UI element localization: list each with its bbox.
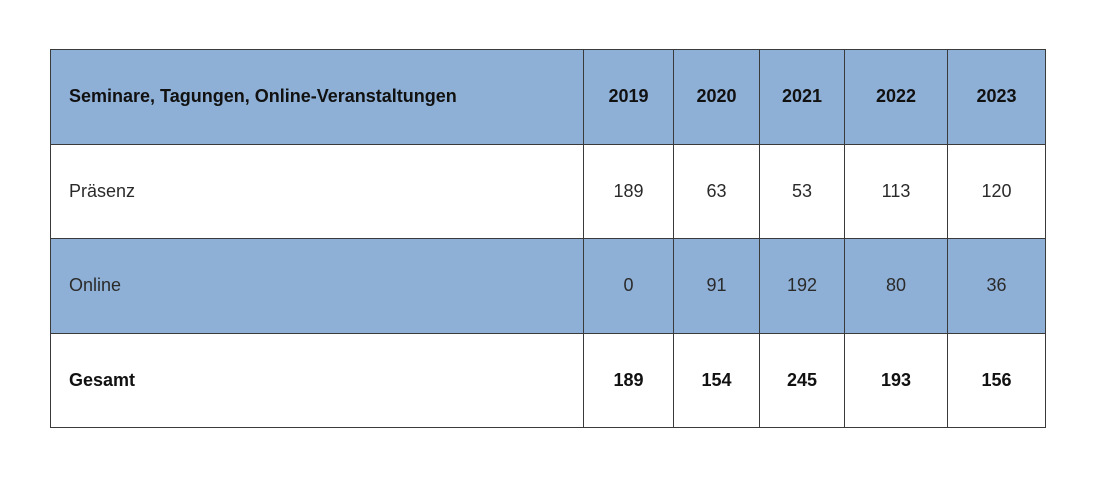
header-year-2019: 2019 [583,49,674,145]
cell-value: 156 [947,332,1046,428]
header-year-2020: 2020 [673,49,760,145]
header-label: Seminare, Tagungen, Online-Veranstaltung… [50,49,584,145]
header-year-2021: 2021 [759,49,845,145]
cell-value: 53 [759,143,845,239]
table-row-online: Online 0 91 192 80 36 [50,238,1046,334]
row-label: Gesamt [50,332,584,428]
table-row-praesenz: Präsenz 189 63 53 113 120 [50,143,1046,239]
header-year-2022: 2022 [844,49,948,145]
row-label: Präsenz [50,143,584,239]
cell-value: 189 [583,332,674,428]
cell-value: 120 [947,143,1046,239]
cell-value: 193 [844,332,948,428]
cell-value: 192 [759,238,845,334]
cell-value: 0 [583,238,674,334]
header-year-2023: 2023 [947,49,1046,145]
cell-value: 154 [673,332,760,428]
cell-value: 245 [759,332,845,428]
cell-value: 80 [844,238,948,334]
cell-value: 36 [947,238,1046,334]
row-label: Online [50,238,584,334]
cell-value: 91 [673,238,760,334]
events-table-container: Seminare, Tagungen, Online-Veranstaltung… [50,49,1046,428]
cell-value: 63 [673,143,760,239]
cell-value: 189 [583,143,674,239]
table-header-row: Seminare, Tagungen, Online-Veranstaltung… [50,49,1046,145]
cell-value: 113 [844,143,948,239]
table-row-gesamt: Gesamt 189 154 245 193 156 [50,332,1046,428]
events-table: Seminare, Tagungen, Online-Veranstaltung… [50,49,1046,428]
